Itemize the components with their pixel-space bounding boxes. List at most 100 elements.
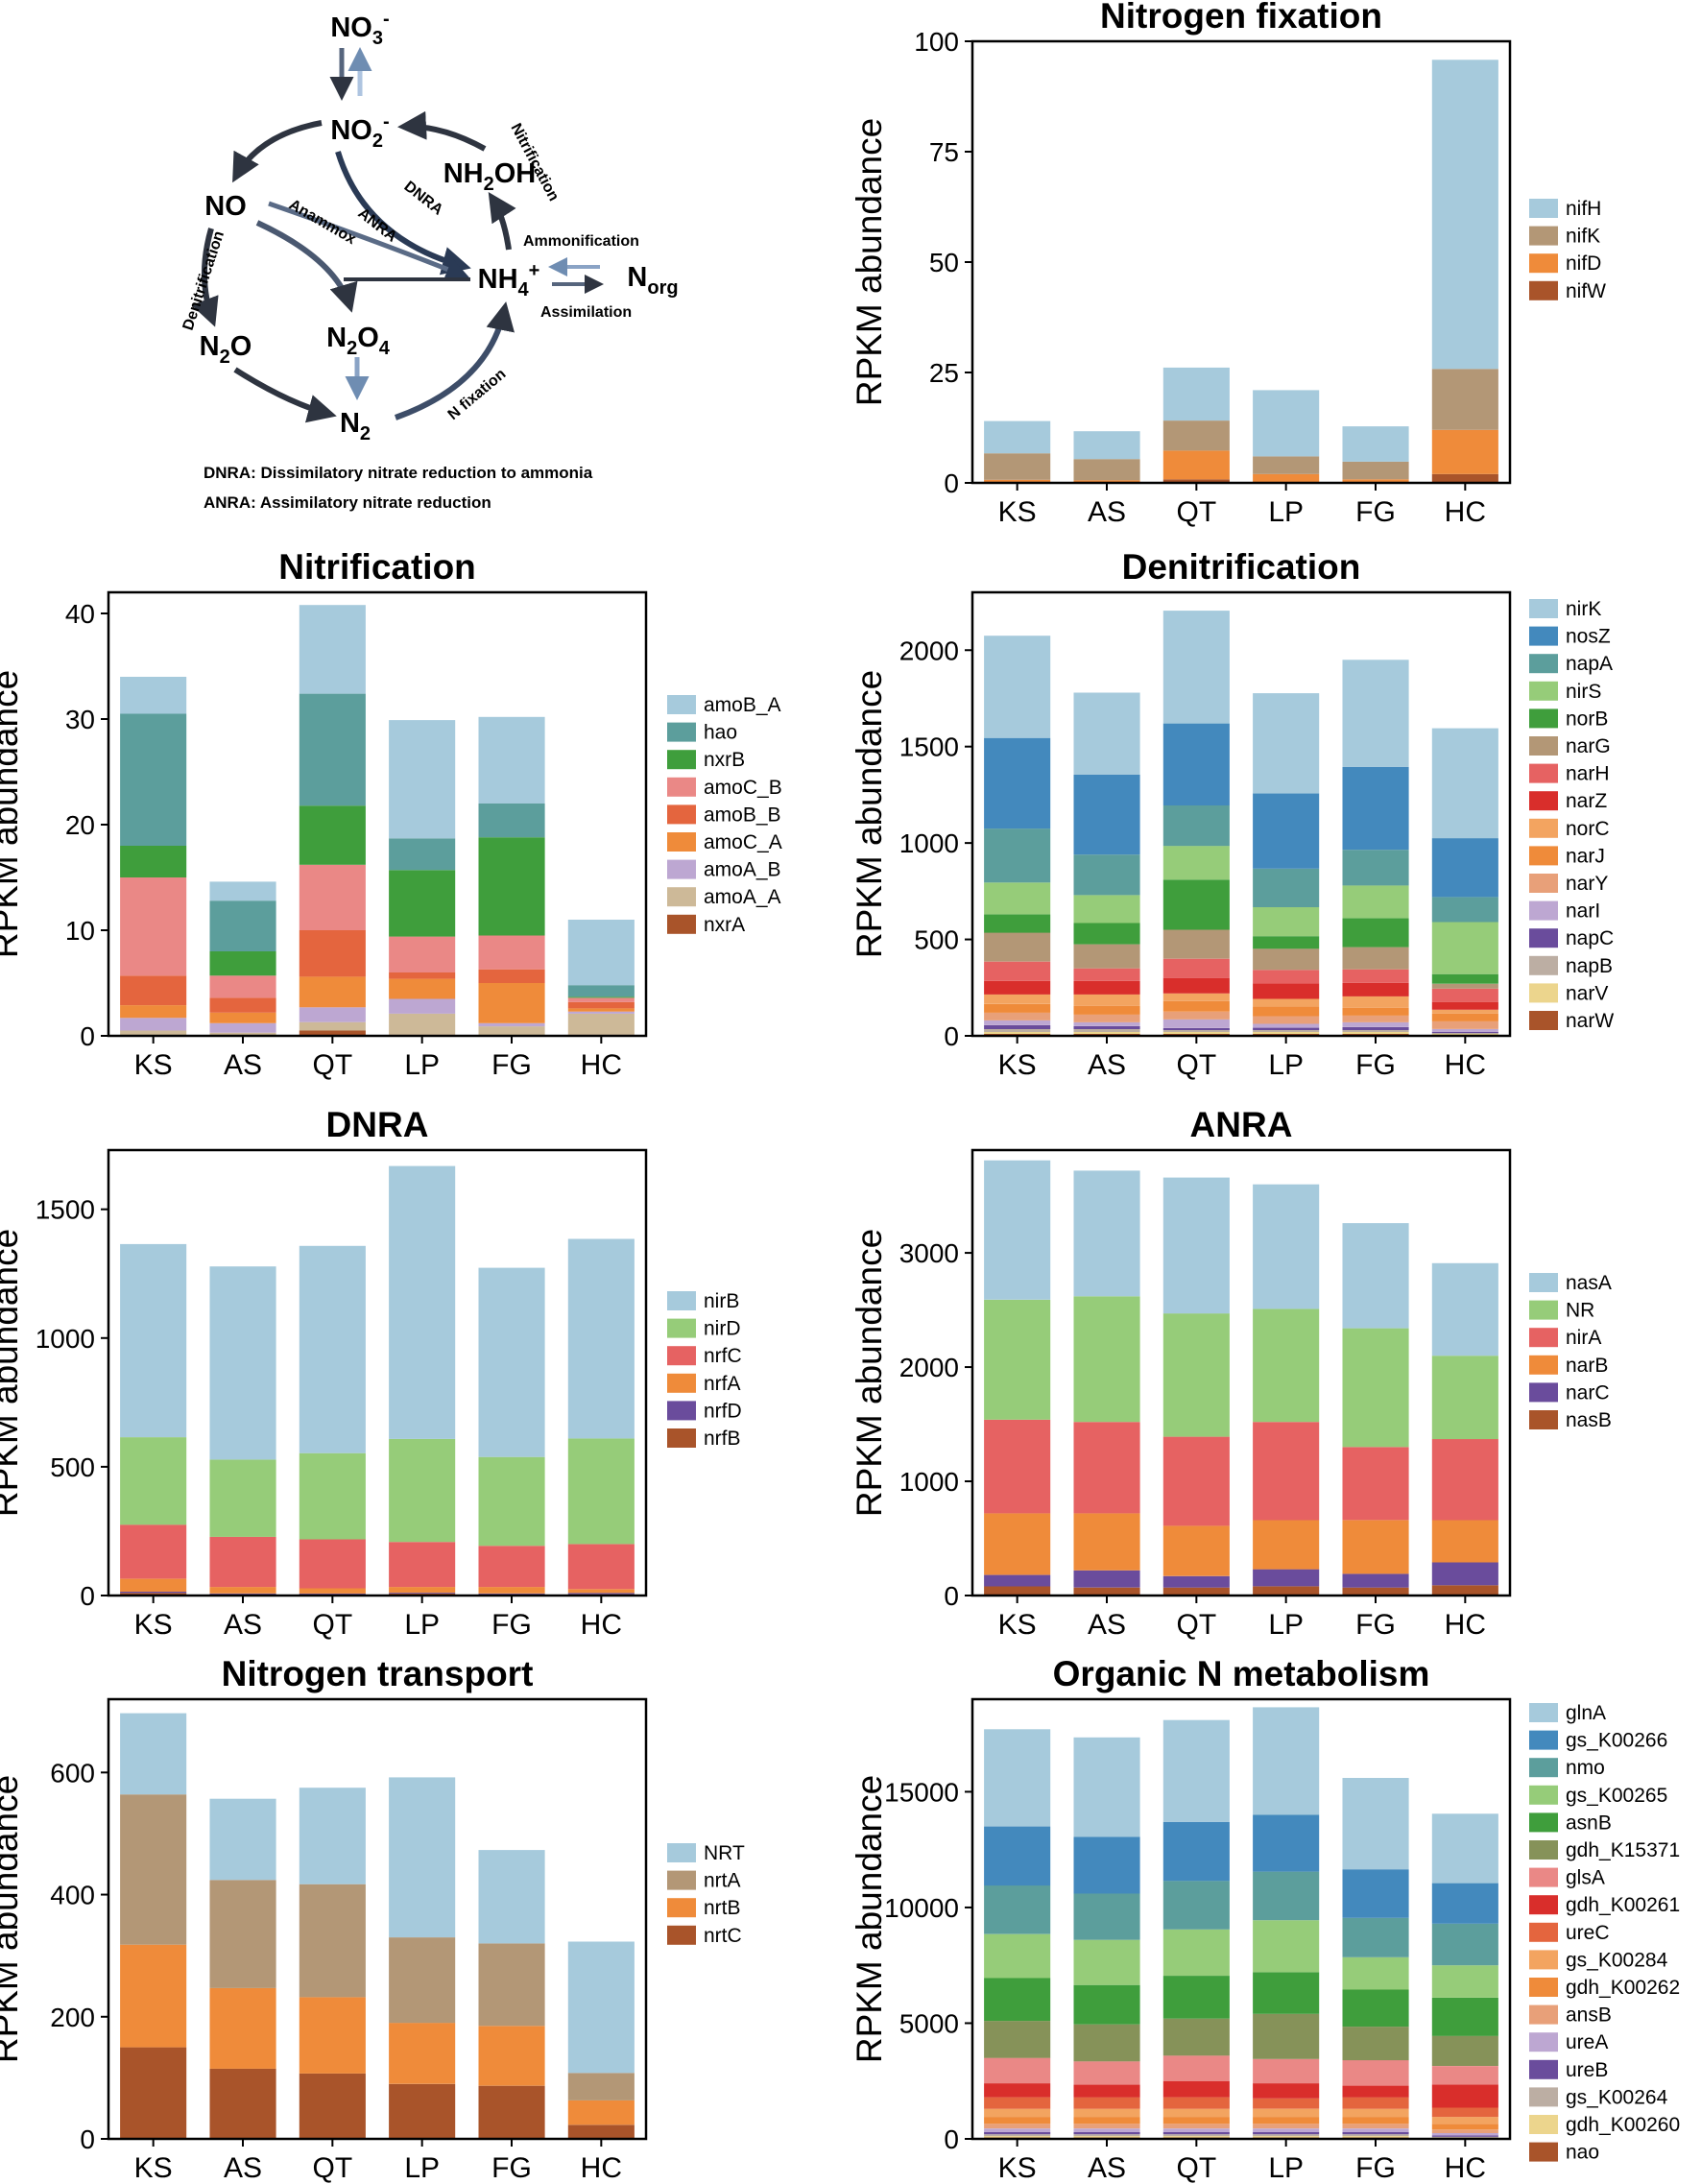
bar-nifK-AS: [1073, 459, 1140, 481]
x-tick-label: QT: [1176, 1609, 1216, 1641]
bar-narC-KS: [984, 1574, 1051, 1587]
bar-nirA-KS: [984, 1419, 1051, 1514]
bar-nirS-KS: [984, 882, 1051, 915]
bar-amoB_A-AS: [209, 881, 276, 901]
x-tick-label: QT: [312, 1049, 352, 1081]
bar-amoC_A-HC: [567, 1008, 635, 1012]
bar-norC-HC: [1431, 1009, 1498, 1014]
bar-narH-AS: [1073, 968, 1140, 981]
chart-2: Nitrification RPKM abundance KS AS QT LP FG HC 0…: [0, 547, 782, 1081]
bar-nrtA-KS: [120, 1794, 187, 1945]
legend-label: nifW: [1566, 280, 1606, 302]
bar-nxrB-KS: [120, 846, 187, 877]
y-tick-label: 5000: [899, 2008, 959, 2038]
x-tick-label: LP: [1268, 2152, 1304, 2184]
bar-amoA_A-QT: [299, 1021, 366, 1031]
legend-swatch-narG: [1529, 736, 1558, 756]
bar-nrfC-FG: [478, 1546, 545, 1588]
bar-glnA-QT: [1162, 1719, 1230, 1822]
legend-label: napB: [1566, 955, 1613, 977]
bar-gs_K00266-AS: [1073, 1836, 1140, 1894]
bar-amoA_A-LP: [389, 1013, 456, 1035]
bar-nosZ-FG: [1342, 766, 1409, 851]
x-tick-label: QT: [1176, 496, 1216, 528]
bar-gdh_K00262-FG: [1342, 2117, 1409, 2124]
bar-nifK-KS: [984, 453, 1051, 480]
x-tick-label: QT: [1176, 1049, 1216, 1081]
bar-gs_K00265-HC: [1431, 1965, 1498, 1998]
legend-label: nosZ: [1566, 626, 1611, 648]
bar-nirD-KS: [120, 1437, 187, 1525]
bar-hao-KS: [120, 713, 187, 846]
legend-label: nrtB: [704, 1897, 741, 1919]
legend-label: nmo: [1566, 1757, 1605, 1779]
bar-amoA_A-HC: [567, 1013, 635, 1035]
bar-nirA-HC: [1431, 1439, 1498, 1521]
legend-swatch-nasB: [1529, 1410, 1558, 1429]
bar-nirA-LP: [1253, 1422, 1320, 1521]
bar-narI-FG: [1342, 1021, 1409, 1027]
legend-label: gs_K00265: [1566, 1785, 1667, 1807]
legend-label: gdh_K15371: [1566, 1839, 1680, 1861]
bar-nrtC-KS: [120, 2047, 187, 2139]
bar-gdh_K00262-AS: [1073, 2117, 1140, 2124]
y-tick-label: 600: [50, 1758, 95, 1788]
x-tick-label: LP: [404, 1049, 440, 1081]
legend-label: nxrB: [704, 749, 745, 771]
bar-narY-KS: [984, 1012, 1051, 1020]
bar-ansB-AS: [1073, 2124, 1140, 2129]
bar-nirD-AS: [209, 1459, 276, 1537]
bar-nrtA-QT: [299, 1884, 366, 1998]
bar-napC-LP: [1253, 1027, 1320, 1030]
bar-gdh_K00261-FG: [1342, 2085, 1409, 2098]
bar-norC-LP: [1253, 998, 1320, 1007]
bar-napB-QT: [1162, 1030, 1230, 1032]
label-ammonification: Ammonification: [523, 233, 639, 250]
bar-ureB-QT: [1162, 2131, 1230, 2135]
bar-narJ-FG: [1342, 1007, 1409, 1016]
bar-NR-KS: [984, 1299, 1051, 1420]
note-anra: ANRA: Assimilatory nitrate reduction: [204, 493, 491, 512]
bar-nrtC-FG: [478, 2085, 545, 2139]
note-dnra: DNRA: Dissimilatory nitrate reduction to…: [204, 464, 593, 482]
x-tick-label: AS: [1088, 1609, 1126, 1641]
bar-nirA-FG: [1342, 1447, 1409, 1521]
chart-3: Denitrification RPKM abundance KS AS QT LP FG H…: [850, 547, 1614, 1081]
bar-nrfD-FG: [478, 1593, 545, 1595]
bar-nirB-AS: [209, 1266, 276, 1460]
bar-napB-AS: [1073, 1029, 1140, 1032]
bar-NRT-QT: [299, 1788, 366, 1884]
legend-swatch-napC: [1529, 928, 1558, 948]
legend-swatch-glsA: [1529, 1867, 1558, 1887]
bar-nrfD-QT: [299, 1593, 366, 1595]
bar-glsA-QT: [1162, 2055, 1230, 2081]
x-tick-label: FG: [1355, 1609, 1396, 1641]
legend-swatch-amoA_B: [667, 859, 696, 879]
bar-NR-FG: [1342, 1328, 1409, 1448]
bar-narG-FG: [1342, 947, 1409, 970]
bar-nirK-AS: [1073, 692, 1140, 775]
legend-label: nrfC: [704, 1345, 742, 1367]
bar-narC-LP: [1253, 1569, 1320, 1587]
bar-narZ-HC: [1431, 1001, 1498, 1010]
chart-4: DNRA RPKM abundance KS AS QT LP FG HC 0 500 1000 15…: [0, 1105, 742, 1641]
bar-nxrA-QT: [299, 1030, 366, 1036]
legend-swatch-amoB_A: [667, 695, 696, 714]
bar-nirK-KS: [984, 636, 1051, 738]
y-tick-label: 10: [65, 916, 95, 946]
bar-nrtB-QT: [299, 1997, 366, 2074]
bar-nrfD-LP: [389, 1593, 456, 1594]
bar-nirD-QT: [299, 1452, 366, 1540]
bar-narY-AS: [1073, 1014, 1140, 1022]
node-nh2oh: NH2OH: [443, 158, 537, 195]
legend-swatch-nirK: [1529, 599, 1558, 618]
bar-nirK-LP: [1253, 693, 1320, 794]
legend-label: ansB: [1566, 2004, 1612, 2027]
bar-nrtA-LP: [389, 1937, 456, 2024]
bar-ureB-LP: [1253, 2131, 1320, 2135]
node-n2o: N2O: [200, 331, 252, 368]
bar-narY-QT: [1162, 1011, 1230, 1020]
plot-frame: [970, 1148, 1512, 1597]
bar-narG-HC: [1431, 983, 1498, 989]
x-tick-label: KS: [998, 1049, 1037, 1081]
